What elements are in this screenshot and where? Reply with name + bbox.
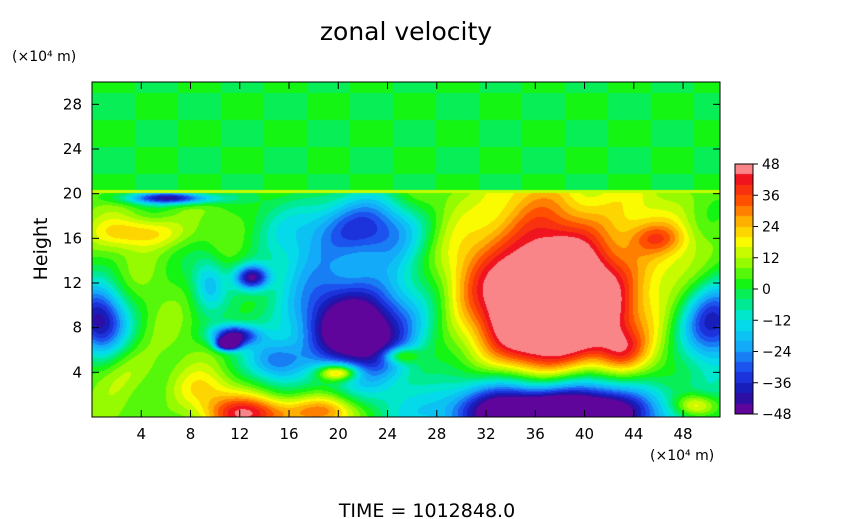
y-tick-label: 20 xyxy=(63,185,82,203)
x-axis-unit: (×10⁴ m) xyxy=(650,448,714,464)
time-footer: TIME = 1012848.0 xyxy=(338,500,515,519)
colorbar-tick-label: −36 xyxy=(762,376,792,392)
colorbar-tick-label: −24 xyxy=(762,345,792,361)
chart-title: zonal velocity xyxy=(320,17,492,46)
x-tick-label: 44 xyxy=(624,425,643,443)
colorbar-tick-label: 24 xyxy=(762,220,780,236)
colorbar: 48 36 24 12 0 −12 −24 −36 −48 xyxy=(734,157,792,423)
x-tick-label: 32 xyxy=(476,425,495,443)
heatmap-plot-area xyxy=(91,81,721,418)
y-tick-label: 16 xyxy=(63,229,82,247)
y-tick-label: 24 xyxy=(63,140,82,158)
colorbar-tick-label: −12 xyxy=(762,313,792,329)
y-axis-ticks: 4 8 12 16 20 24 28 xyxy=(63,95,720,381)
x-tick-label: 36 xyxy=(526,425,545,443)
x-tick-label: 16 xyxy=(279,425,298,443)
x-tick-label: 12 xyxy=(230,425,249,443)
x-tick-label: 40 xyxy=(575,425,594,443)
x-tick-label: 24 xyxy=(378,425,397,443)
y-axis-unit: (×10⁴ m) xyxy=(12,49,76,65)
colorbar-image xyxy=(735,164,753,414)
heatmap-image xyxy=(92,82,720,417)
colorbar-tick-label: 36 xyxy=(762,188,780,204)
plot-frame xyxy=(91,81,721,418)
colorbar-tick-label: 12 xyxy=(762,251,780,267)
x-axis-ticks: 4 8 12 16 20 24 28 32 36 40 44 48 xyxy=(136,82,693,443)
y-tick-label: 28 xyxy=(63,95,82,113)
x-tick-label: 8 xyxy=(186,425,196,443)
colorbar-tick-label: −48 xyxy=(762,407,792,423)
colorbar-ticks: 48 36 24 12 0 −12 −24 −36 −48 xyxy=(753,157,792,423)
x-tick-label: 20 xyxy=(329,425,348,443)
x-tick-label: 28 xyxy=(427,425,446,443)
colorbar-tick-label: 0 xyxy=(762,282,771,298)
y-tick-label: 12 xyxy=(63,274,82,292)
y-tick-label: 4 xyxy=(72,363,82,381)
colorbar-tick-label: 48 xyxy=(762,157,780,173)
x-tick-label: 48 xyxy=(674,425,693,443)
x-tick-label: 4 xyxy=(136,425,146,443)
y-axis-label: Height xyxy=(30,218,52,281)
y-tick-label: 8 xyxy=(72,319,82,337)
